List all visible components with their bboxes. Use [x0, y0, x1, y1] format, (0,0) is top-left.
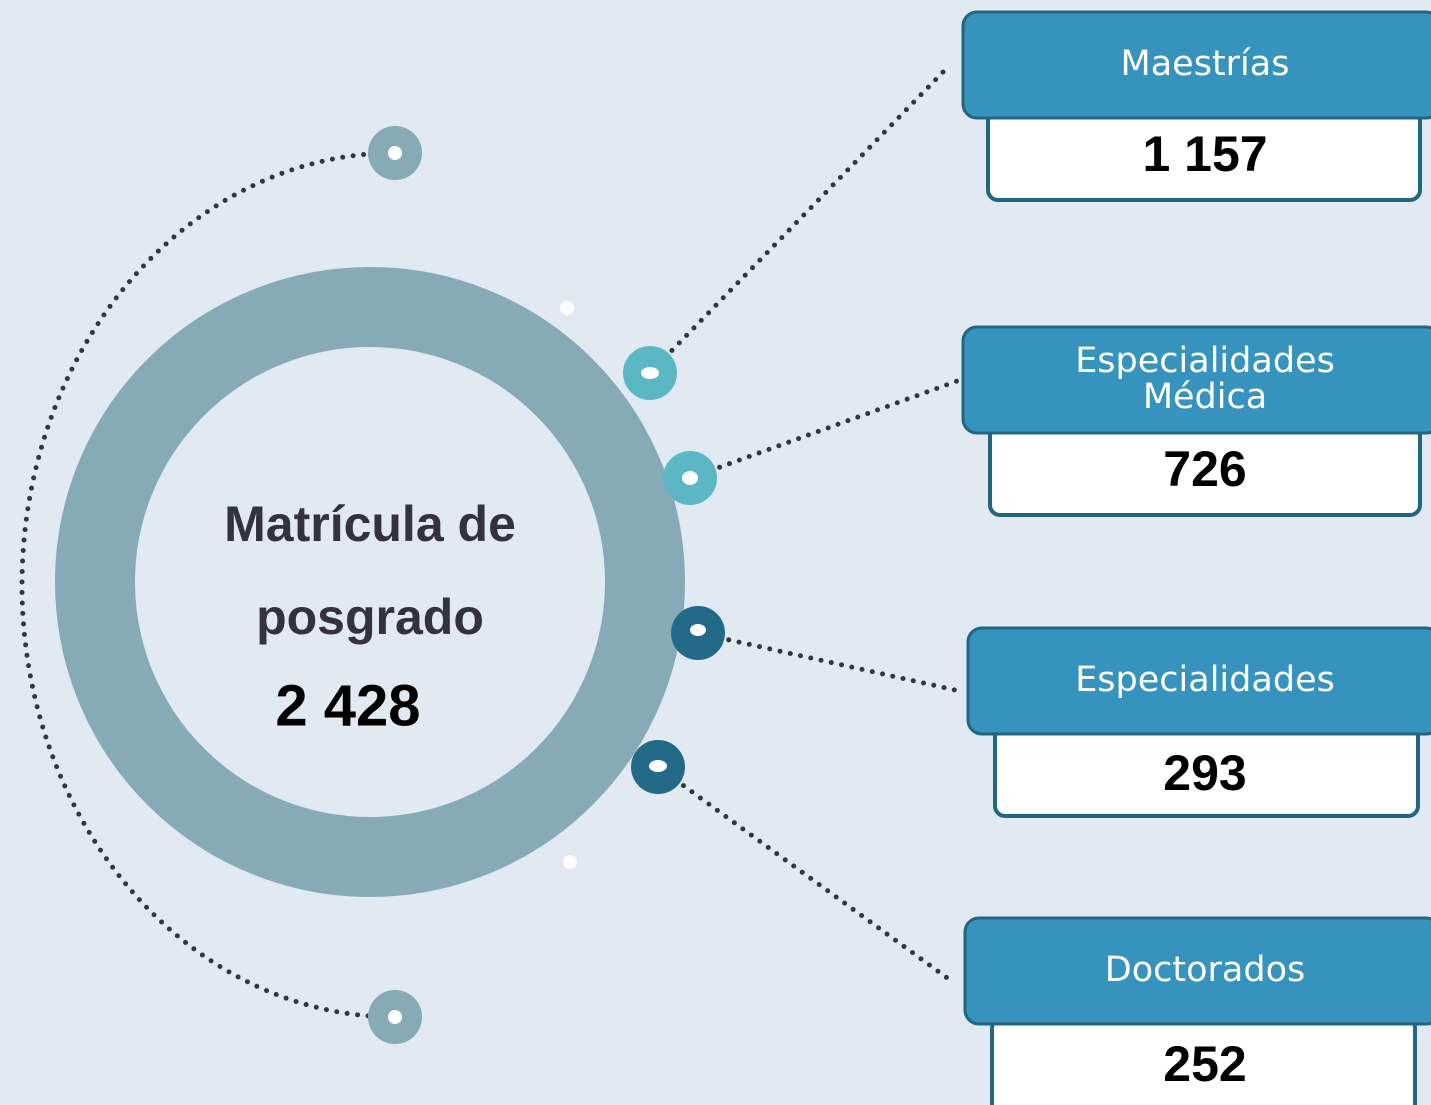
- item-value: 1 157: [1142, 126, 1267, 182]
- connector: [655, 764, 953, 983]
- center-title: Matrícula de: [224, 496, 516, 552]
- item-label: Doctorados: [1105, 950, 1305, 990]
- nodes: [368, 126, 725, 1044]
- node-center: [690, 624, 706, 636]
- label-box: [961, 325, 1431, 435]
- node-center: [388, 146, 402, 160]
- item-label: Maestrías: [1121, 44, 1290, 84]
- dotted-arc: [19, 150, 398, 1020]
- node-center: [682, 471, 698, 485]
- node-center: [649, 760, 667, 772]
- connector: [695, 630, 958, 693]
- item-label: Especialidades: [1075, 341, 1335, 381]
- item-value: 293: [1163, 745, 1246, 801]
- item-value: 726: [1163, 441, 1246, 497]
- sparkle: [563, 855, 577, 869]
- connector: [687, 377, 963, 481]
- ring: [55, 267, 685, 897]
- node-center: [641, 367, 659, 379]
- center-title: posgrado: [256, 589, 484, 645]
- label-box: [961, 10, 1431, 120]
- label-box: [963, 916, 1431, 1026]
- item-label: Médica: [1143, 377, 1267, 417]
- item-value: 252: [1163, 1036, 1246, 1092]
- node-center: [388, 1010, 402, 1024]
- center-total: 2 428: [275, 673, 420, 738]
- connector: [647, 67, 948, 376]
- item-label: Especialidades: [1075, 660, 1335, 700]
- label-box: [966, 626, 1431, 736]
- sparkle: [560, 301, 574, 315]
